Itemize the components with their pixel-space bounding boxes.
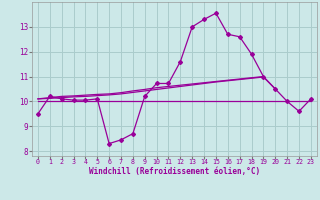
X-axis label: Windchill (Refroidissement éolien,°C): Windchill (Refroidissement éolien,°C): [89, 167, 260, 176]
